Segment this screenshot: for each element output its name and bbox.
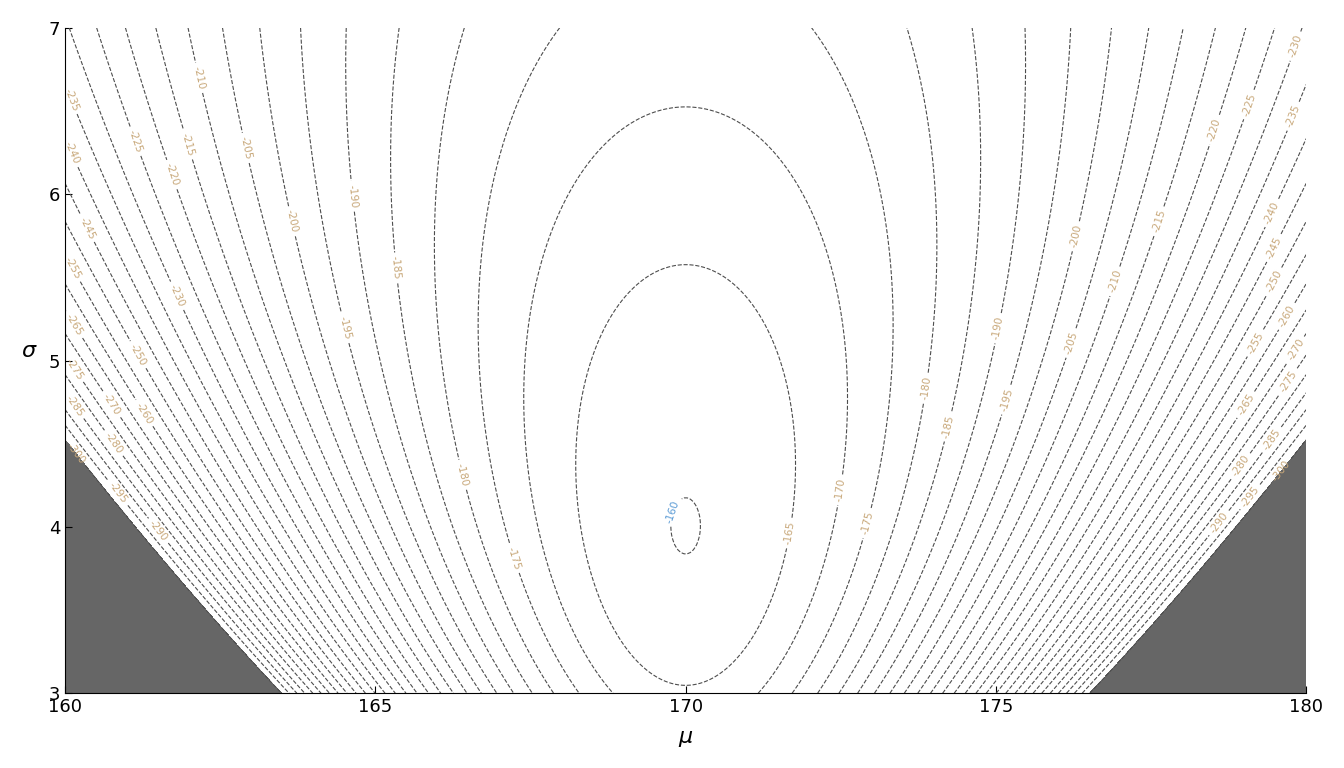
Text: -200: -200 (1068, 223, 1083, 249)
X-axis label: μ: μ (679, 727, 692, 747)
Text: -260: -260 (134, 400, 155, 425)
Text: -250: -250 (128, 342, 148, 367)
Text: -260: -260 (1277, 303, 1297, 329)
Text: -195: -195 (337, 316, 352, 341)
Y-axis label: σ: σ (22, 340, 35, 360)
Text: -195: -195 (999, 387, 1015, 412)
Text: -210: -210 (1106, 269, 1124, 294)
Text: -275: -275 (1278, 369, 1298, 394)
Text: -230: -230 (1288, 34, 1304, 59)
Text: -180: -180 (456, 462, 470, 488)
Text: -220: -220 (1207, 117, 1223, 142)
Text: -210: -210 (192, 65, 207, 91)
Text: -275: -275 (65, 356, 85, 382)
Text: -160: -160 (664, 498, 681, 525)
Text: -245: -245 (1265, 235, 1284, 261)
Text: -225: -225 (1241, 91, 1258, 118)
Text: -235: -235 (1285, 104, 1302, 129)
Text: -165: -165 (782, 521, 797, 545)
Text: -230: -230 (168, 283, 187, 309)
Text: -280: -280 (1230, 453, 1251, 478)
Text: -220: -220 (164, 162, 180, 187)
Text: -270: -270 (101, 392, 122, 417)
Text: -190: -190 (991, 316, 1005, 341)
Text: -255: -255 (63, 255, 82, 281)
Text: -215: -215 (1150, 208, 1168, 234)
Text: -235: -235 (62, 87, 81, 112)
Text: -270: -270 (1285, 337, 1306, 362)
Text: -205: -205 (238, 135, 253, 161)
Text: -245: -245 (78, 215, 97, 240)
Text: -185: -185 (941, 414, 956, 439)
Text: -255: -255 (1246, 330, 1266, 356)
Text: -265: -265 (65, 312, 85, 337)
Text: -285: -285 (63, 393, 85, 419)
Text: -240: -240 (1262, 200, 1281, 226)
Text: -300: -300 (1270, 458, 1293, 484)
Text: -225: -225 (126, 128, 144, 154)
Text: -180: -180 (919, 376, 933, 400)
Text: -290: -290 (1208, 511, 1230, 535)
Text: -295: -295 (108, 481, 129, 505)
Text: -215: -215 (180, 132, 196, 157)
Text: -175: -175 (860, 511, 875, 536)
Text: -265: -265 (1235, 392, 1257, 417)
Text: -280: -280 (103, 431, 125, 455)
Text: -205: -205 (1063, 330, 1079, 356)
Text: -290: -290 (148, 518, 169, 543)
Text: -295: -295 (1239, 485, 1261, 509)
Text: -285: -285 (1261, 427, 1282, 452)
Text: -300: -300 (65, 441, 86, 465)
Text: -170: -170 (833, 478, 847, 502)
Text: -175: -175 (505, 545, 523, 571)
Text: -240: -240 (62, 140, 81, 166)
Text: -200: -200 (285, 209, 300, 233)
Text: -250: -250 (1265, 269, 1284, 294)
Text: -190: -190 (347, 184, 359, 208)
Text: -185: -185 (390, 256, 402, 280)
